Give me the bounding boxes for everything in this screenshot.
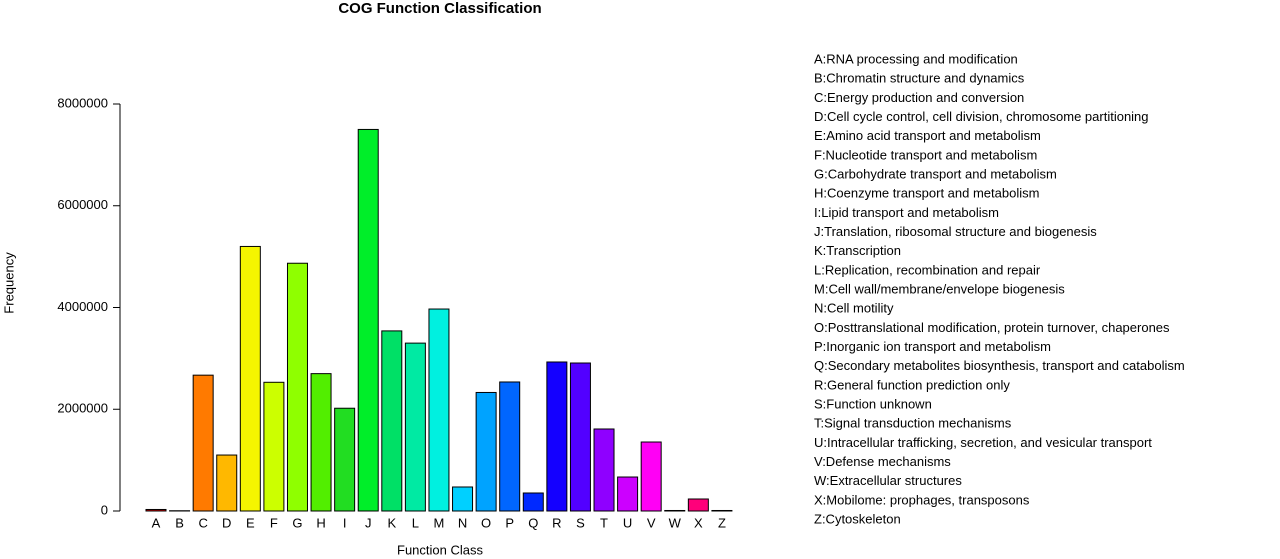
x-tick-label: L	[412, 515, 419, 530]
bar	[569, 362, 591, 512]
bar	[475, 391, 497, 512]
y-tick-label: 2000000	[57, 401, 108, 416]
bar	[711, 509, 733, 512]
x-tick-label: G	[292, 515, 302, 530]
legend-entry: Q:Secondary metabolites biosynthesis, tr…	[814, 358, 1185, 373]
x-tick-label: H	[316, 515, 325, 530]
legend-entry: K:Transcription	[814, 243, 901, 258]
x-tick-label: I	[343, 515, 347, 530]
x-tick-label: O	[481, 515, 491, 530]
legend-entry: B:Chromatin structure and dynamics	[814, 71, 1025, 86]
legend-entry: V:Defense mechanisms	[814, 454, 951, 469]
legend-entry: N:Cell motility	[814, 301, 894, 316]
legend-entry: S:Function unknown	[814, 396, 932, 411]
x-tick-label: U	[623, 515, 632, 530]
legend-entry: G:Carbohydrate transport and metabolism	[814, 166, 1057, 181]
x-tick-label: V	[647, 515, 656, 530]
x-tick-label: T	[600, 515, 608, 530]
legend-entry: D:Cell cycle control, cell division, chr…	[814, 109, 1149, 124]
chart-title: COG Function Classification	[338, 0, 541, 17]
y-tick-label: 4000000	[57, 299, 108, 314]
bar	[145, 508, 167, 512]
legend-entry: L:Replication, recombination and repair	[814, 262, 1041, 277]
legend-entry: R:General function prediction only	[814, 377, 1010, 392]
legend-entry: O:Posttranslational modification, protei…	[814, 320, 1170, 335]
legend-entry: E:Amino acid transport and metabolism	[814, 128, 1041, 143]
legend-entry: Z:Cytoskeleton	[814, 512, 901, 527]
x-tick-label: J	[365, 515, 372, 530]
x-tick-label: R	[552, 515, 561, 530]
bar	[404, 342, 426, 512]
x-tick-label: X	[694, 515, 703, 530]
x-axis-label: Function Class	[397, 542, 483, 557]
x-tick-label: P	[505, 515, 514, 530]
bar	[192, 374, 214, 512]
x-tick-label: K	[387, 515, 396, 530]
bar	[357, 128, 379, 512]
x-tick-label: B	[175, 515, 184, 530]
x-tick-label: N	[458, 515, 467, 530]
legend-entry: I:Lipid transport and metabolism	[814, 205, 999, 220]
bar	[617, 476, 639, 512]
x-tick-label: E	[246, 515, 255, 530]
bar	[593, 428, 615, 512]
bar	[499, 381, 521, 512]
bar	[428, 308, 450, 512]
legend-entry: T:Signal transduction mechanisms	[814, 416, 1012, 431]
bar	[381, 330, 403, 512]
y-axis-label: Frequency	[1, 252, 16, 314]
bar	[687, 498, 709, 512]
y-tick-label: 6000000	[57, 197, 108, 212]
legend-entry: W:Extracellular structures	[814, 473, 962, 488]
x-tick-label: Z	[718, 515, 726, 530]
legend-entry: P:Inorganic ion transport and metabolism	[814, 339, 1051, 354]
legend-entry: C:Energy production and conversion	[814, 90, 1024, 105]
bar	[310, 373, 332, 512]
x-tick-label: W	[669, 515, 682, 530]
legend-entry: F:Nucleotide transport and metabolism	[814, 147, 1037, 162]
bar	[522, 492, 544, 512]
legend-entry: J:Translation, ribosomal structure and b…	[814, 224, 1097, 239]
bar	[263, 381, 285, 512]
bar	[216, 454, 238, 512]
legend-entry: X:Mobilome: prophages, transposons	[814, 492, 1030, 507]
x-tick-label: A	[152, 515, 161, 530]
bar	[664, 509, 686, 512]
x-tick-label: D	[222, 515, 231, 530]
bar	[239, 245, 261, 512]
bar	[452, 486, 474, 512]
x-tick-label: Q	[528, 515, 538, 530]
legend-entry: M:Cell wall/membrane/envelope biogenesis	[814, 281, 1065, 296]
bar	[286, 262, 308, 512]
legend-entry: H:Coenzyme transport and metabolism	[814, 186, 1039, 201]
bar	[640, 441, 662, 512]
x-tick-label: C	[198, 515, 207, 530]
x-tick-label: M	[434, 515, 445, 530]
bar	[546, 361, 568, 512]
y-tick-label: 0	[101, 502, 108, 517]
bar	[334, 407, 356, 512]
y-tick-label: 8000000	[57, 95, 108, 110]
x-tick-label: F	[270, 515, 278, 530]
legend-entry: A:RNA processing and modification	[814, 51, 1018, 66]
x-tick-label: S	[576, 515, 585, 530]
legend-entry: U:Intracellular trafficking, secretion, …	[814, 435, 1152, 450]
